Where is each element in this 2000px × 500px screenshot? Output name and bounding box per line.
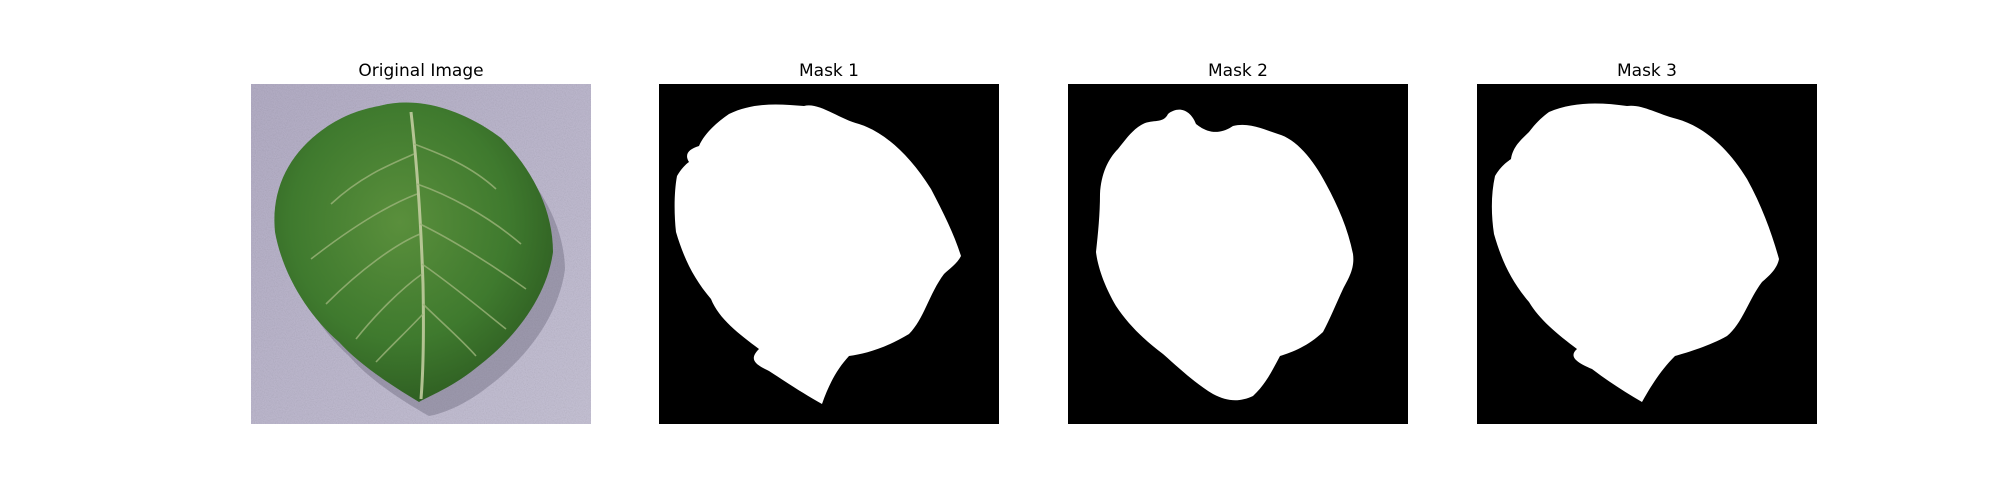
original-image-title: Original Image bbox=[358, 61, 484, 81]
original-image-panel: Original Image bbox=[251, 58, 591, 424]
mask-3-image bbox=[1477, 84, 1817, 424]
mask-1-panel: Mask 1 bbox=[659, 58, 999, 424]
original-leaf-image bbox=[251, 84, 591, 424]
mask-3-panel: Mask 3 bbox=[1477, 58, 1817, 424]
mask-1-image bbox=[659, 84, 999, 424]
mask-3-title: Mask 3 bbox=[1616, 61, 1677, 81]
mask-2-panel: Mask 2 bbox=[1068, 58, 1408, 424]
mask-2-title: Mask 2 bbox=[1207, 61, 1268, 81]
mask-2-image bbox=[1068, 84, 1408, 424]
mask-1-title: Mask 1 bbox=[798, 61, 859, 81]
